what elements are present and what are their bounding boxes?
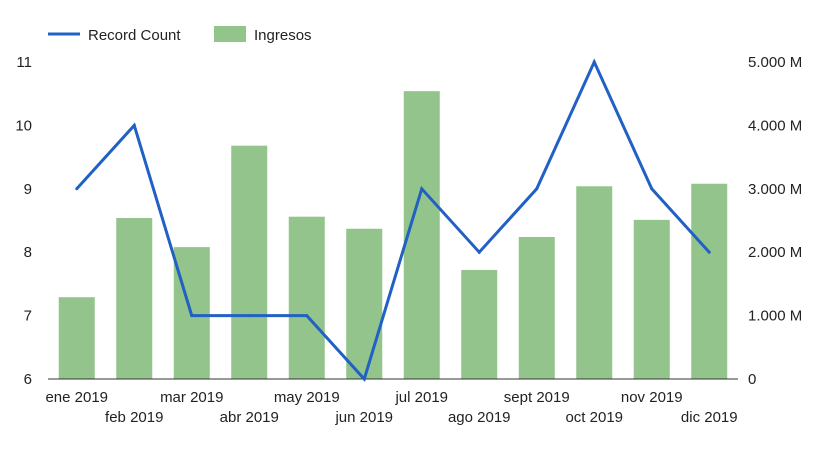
record-count-point <box>535 187 539 191</box>
right-tick-label: 2.000 M <box>748 244 802 261</box>
x-tick-label: abr 2019 <box>220 409 279 426</box>
legend: Record Count Ingresos <box>48 26 312 44</box>
x-tick-label: feb 2019 <box>105 409 163 426</box>
record-count-line <box>75 58 711 382</box>
record-count-point <box>305 314 309 318</box>
record-count-point <box>420 187 424 191</box>
right-tick-label: 3.000 M <box>748 181 802 198</box>
x-tick-label: jun 2019 <box>334 409 393 426</box>
x-tick-label: ago 2019 <box>448 409 511 426</box>
bar-sept-2019 <box>518 236 555 379</box>
x-tick-label: mar 2019 <box>160 389 223 406</box>
legend-label-ingresos: Ingresos <box>254 27 312 44</box>
bar-jul-2019 <box>403 91 440 379</box>
right-tick-label: 0 <box>748 371 756 388</box>
bar-abr-2019 <box>231 145 268 379</box>
record-count-point <box>362 377 366 381</box>
record-count-point <box>707 250 711 254</box>
x-tick-label: dic 2019 <box>681 409 738 426</box>
record-count-point <box>477 250 481 254</box>
bar-ago-2019 <box>461 269 498 379</box>
x-tick-label: ene 2019 <box>45 389 108 406</box>
bar-oct-2019 <box>576 186 613 379</box>
bar-dic-2019 <box>691 183 728 379</box>
x-tick-label: sept 2019 <box>504 389 570 406</box>
left-tick-label: 8 <box>24 244 32 261</box>
record-count-point <box>592 60 596 64</box>
x-tick-label: oct 2019 <box>565 409 623 426</box>
x-tick-label: jul 2019 <box>394 389 448 406</box>
bar-may-2019 <box>288 216 325 379</box>
bar-nov-2019 <box>633 219 670 379</box>
left-tick-label: 10 <box>15 117 32 134</box>
left-tick-label: 6 <box>24 371 32 388</box>
left-tick-label: 11 <box>16 54 32 71</box>
x-tick-label: nov 2019 <box>621 389 683 406</box>
record-count-point <box>190 314 194 318</box>
record-count-point <box>75 187 79 191</box>
record-count-point <box>247 314 251 318</box>
bar-ene-2019 <box>58 297 95 379</box>
legend-bar-swatch <box>214 26 246 42</box>
left-tick-label: 7 <box>24 308 32 325</box>
right-tick-label: 5.000 M <box>748 54 802 71</box>
left-tick-label: 9 <box>24 181 32 198</box>
bar-feb-2019 <box>116 217 153 379</box>
record-count-point <box>650 187 654 191</box>
bar-jun-2019 <box>346 228 383 379</box>
right-tick-label: 1.000 M <box>748 308 802 325</box>
x-tick-label: may 2019 <box>274 389 340 406</box>
legend-label-record-count: Record Count <box>88 27 181 44</box>
record-count-point <box>132 123 136 127</box>
right-tick-label: 4.000 M <box>748 117 802 134</box>
